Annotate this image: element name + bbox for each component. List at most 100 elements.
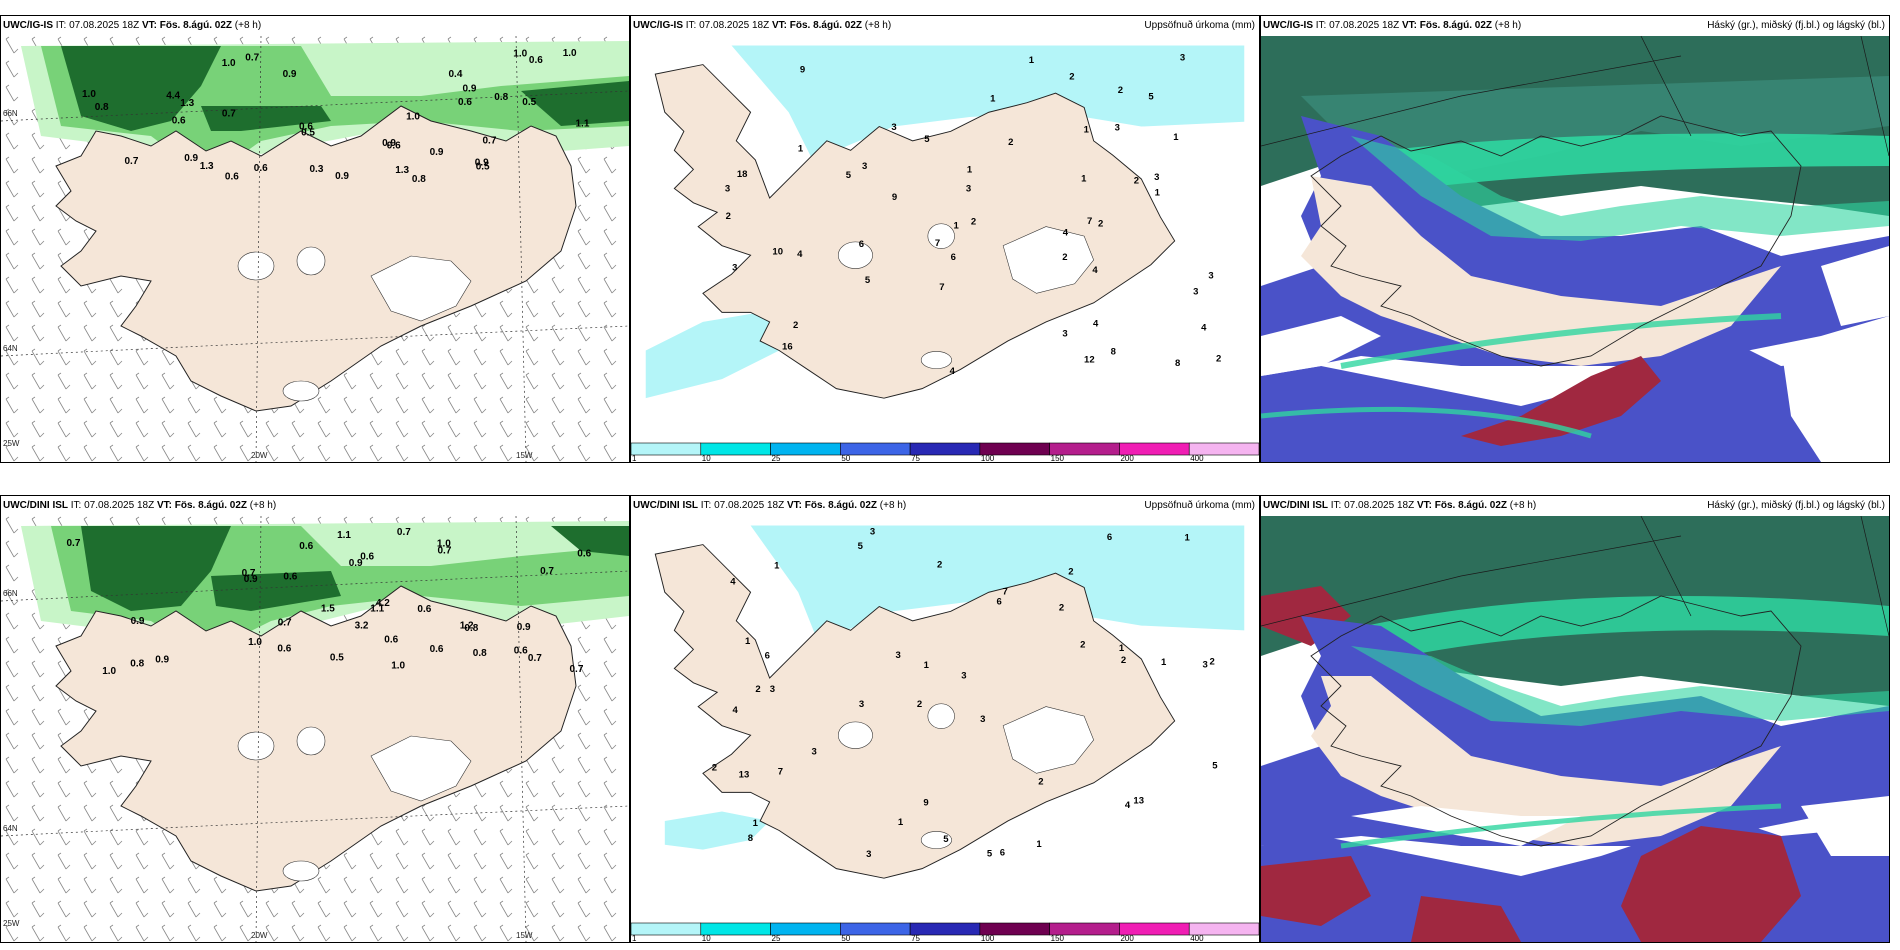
value-label: 3: [1062, 329, 1067, 340]
value-label: 2: [755, 684, 760, 695]
value-label: 3: [866, 849, 871, 860]
value-label: 6: [1000, 847, 1005, 858]
value-label: 3: [770, 684, 775, 695]
value-label: 1.0: [391, 660, 405, 671]
value-label: 0.7: [540, 566, 554, 577]
precip-values: 0.81.00.94.4 0.81.31.10.70.51.30.71.00.60…: [82, 48, 590, 185]
legend-tick: 100: [981, 934, 995, 942]
cloud-cover-map[interactable]: [1261, 36, 1889, 462]
value-label: 0.9: [475, 157, 489, 168]
value-label: 0.6: [384, 635, 398, 646]
value-label: 0.9: [184, 153, 198, 164]
value-label: 4: [1125, 800, 1131, 811]
value-label: 1: [774, 560, 780, 571]
value-label: 0.9: [430, 147, 444, 158]
value-label: 1.1: [576, 118, 590, 129]
value-label: 1: [924, 660, 930, 671]
value-label: 0.9: [131, 616, 145, 627]
value-label: 0.5: [330, 652, 344, 663]
precip-wind-map[interactable]: 20W 15W 66N 64N 25W 0.81.00.94.4 0.81.31.…: [1, 36, 629, 462]
value-label: 1: [953, 221, 959, 232]
value-label: 0.8: [494, 92, 508, 103]
value-label: 0.9: [155, 654, 169, 665]
value-label: 13: [739, 770, 750, 781]
value-label: 1.1: [370, 603, 384, 614]
legend-tick: 50: [841, 454, 850, 462]
value-label: 1.0: [513, 49, 527, 60]
legend-tick: 10: [702, 934, 711, 942]
lon-label-20w: 20W: [251, 451, 268, 460]
panel-title: UWC/IG-IS IT: 07.08.2025 18Z VT: Fös. 8.…: [3, 20, 262, 31]
value-label: 2: [971, 217, 976, 228]
value-label: 1.0: [437, 539, 451, 550]
value-label: 0.7: [278, 618, 292, 629]
value-label: 0.6: [254, 163, 268, 174]
value-label: 0.7: [125, 156, 139, 167]
cloud-cover-map[interactable]: [1261, 516, 1889, 942]
value-label: 0.6: [225, 172, 239, 183]
value-label: 2: [793, 320, 798, 331]
lon-label-15w: 15W: [516, 451, 533, 460]
value-label: 3: [732, 262, 737, 273]
value-label: 8: [1111, 347, 1116, 358]
value-label: 2: [1069, 71, 1074, 82]
value-label: 2: [1068, 567, 1073, 578]
legend-swatch: [700, 442, 771, 456]
value-label: 7: [1002, 587, 1007, 598]
legend-tick: 1: [632, 934, 637, 942]
value-label: 3.2: [355, 621, 369, 632]
value-label: 1.3: [180, 98, 194, 109]
value-label: 1.0: [563, 48, 577, 59]
precip-wind-map[interactable]: 20W 15W 66N 64N 25W 0.80.94.23.20.60.70.…: [1, 516, 629, 942]
value-label: 8: [748, 833, 753, 844]
value-label: 0.7: [438, 546, 452, 557]
value-label: 0.7: [222, 109, 236, 120]
value-label: 4: [1093, 319, 1099, 330]
legend-tick: 75: [911, 934, 920, 942]
value-label: 0.8: [130, 659, 144, 670]
legend-tick: 150: [1051, 934, 1065, 942]
value-label: 2: [726, 211, 731, 222]
legend-tick: 400: [1190, 934, 1204, 942]
value-label: 2: [1059, 602, 1064, 613]
value-label: 4: [732, 705, 738, 716]
value-label: 2: [712, 762, 717, 773]
value-label: 3: [891, 122, 896, 133]
lon-label-25w: 25W: [3, 439, 20, 448]
value-label: 1.0: [102, 666, 116, 677]
value-label: 6: [996, 597, 1001, 608]
value-label: 4: [797, 249, 803, 260]
value-label: 9: [892, 192, 897, 203]
value-label: 1: [1081, 174, 1087, 185]
value-label: 2: [1118, 85, 1123, 96]
value-label: 1.3: [200, 161, 214, 172]
value-label: 0.6: [360, 552, 374, 563]
value-label: 2: [1216, 353, 1221, 364]
value-label: 1: [1119, 643, 1125, 654]
panel-bottom-left: UWC/DINI ISL IT: 07.08.2025 18Z VT: Fös.…: [0, 495, 630, 943]
value-label: 0.7: [242, 568, 256, 579]
value-label: 5: [987, 848, 993, 859]
value-label: 0.7: [483, 135, 497, 146]
value-label: 1.2: [460, 621, 474, 632]
value-label: 3: [980, 714, 985, 725]
value-label: 0.7: [570, 664, 584, 675]
panel-title: UWC/IG-IS IT: 07.08.2025 18Z VT: Fös. 8.…: [633, 20, 892, 31]
value-label: 0.9: [349, 558, 363, 569]
panel-subtitle: Uppsöfnuð úrkoma (mm): [1144, 500, 1255, 511]
value-label: 8: [1175, 358, 1180, 369]
value-label: 3: [966, 183, 971, 194]
value-label: 0.9: [335, 171, 349, 182]
panel-bottom-middle: UWC/DINI ISL IT: 07.08.2025 18Z VT: Fös.…: [630, 495, 1260, 943]
value-label: 0.6: [430, 644, 444, 655]
value-label: 2: [937, 560, 942, 571]
value-label: 5: [858, 541, 864, 552]
value-label: 7: [935, 238, 940, 249]
value-label: 0.7: [245, 53, 259, 64]
value-label: 1: [798, 143, 804, 154]
legend-swatch: [700, 922, 771, 936]
panel-title: UWC/DINI ISL IT: 07.08.2025 18Z VT: Fös.…: [1263, 500, 1537, 511]
